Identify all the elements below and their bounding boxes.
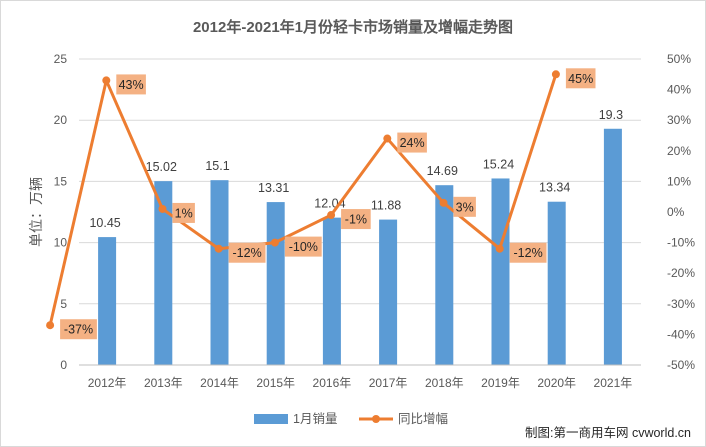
y2-tick-label: 40% xyxy=(667,83,691,97)
y-tick-label: 20 xyxy=(54,113,68,127)
growth-value-label: 3% xyxy=(456,200,474,214)
growth-label-box xyxy=(172,202,195,223)
axes: 0 5 10 15 20 25 -50% -40% -30% -20% -10% 0% 10% 20% 30… xyxy=(54,52,696,390)
y-tick-label: 25 xyxy=(54,52,68,66)
bar-value-label: 13.34 xyxy=(539,181,570,195)
x-tick-label: 2018年 xyxy=(425,376,464,390)
y2-tick-label: 20% xyxy=(667,144,691,158)
y2-tick-label: 0% xyxy=(667,205,685,219)
growth-point xyxy=(214,244,223,253)
bar xyxy=(266,202,285,365)
y-tick-label: 15 xyxy=(54,174,68,188)
growth-label-box xyxy=(565,68,596,89)
x-tick-label: 2017年 xyxy=(369,376,408,390)
x-tick-label: 2015年 xyxy=(256,376,295,390)
bar xyxy=(210,180,229,365)
bar xyxy=(322,217,341,365)
growth-value-label: -12% xyxy=(514,246,543,260)
bar xyxy=(435,185,454,365)
y-tick-label: 0 xyxy=(60,358,67,372)
growth-value-label: -1% xyxy=(345,213,367,227)
bar xyxy=(547,201,566,365)
bar-value-label: 14.69 xyxy=(427,164,458,178)
growth-value-label: 43% xyxy=(119,78,144,92)
growth-label-box xyxy=(397,132,427,153)
x-tick-label: 2013年 xyxy=(144,376,183,390)
growth-value-label: -37% xyxy=(64,323,93,337)
bar-value-label: 15.24 xyxy=(483,157,514,171)
growth-value-label: 24% xyxy=(400,136,425,150)
growth-value-label: 45% xyxy=(568,72,593,86)
bar xyxy=(98,237,117,365)
y2-tick-label: -10% xyxy=(667,236,695,250)
bar-value-label: 10.45 xyxy=(89,216,120,230)
growth-label-box xyxy=(116,74,146,95)
growth-label-box xyxy=(341,209,371,230)
growth-label-box xyxy=(453,196,476,217)
growth-label-box xyxy=(60,319,97,340)
growth-data-labels: -37% 43% 1% -12% -10% -1% 24% 3% -12% 45% xyxy=(60,68,596,340)
x-tick-label: 2016年 xyxy=(313,376,352,390)
legend-swatch-bars xyxy=(254,414,288,424)
x-tick-label: 2014年 xyxy=(200,376,239,390)
bar xyxy=(603,128,622,365)
bar xyxy=(379,219,398,365)
growth-value-label: -12% xyxy=(233,246,262,260)
growth-line xyxy=(48,73,558,326)
y-tick-label: 10 xyxy=(54,236,68,250)
legend: 1月销量 同比增幅 xyxy=(254,411,448,426)
x-tick-label: 2019年 xyxy=(481,376,520,390)
growth-point xyxy=(383,134,392,143)
growth-point xyxy=(551,70,560,79)
legend-label-line: 同比增幅 xyxy=(398,411,448,426)
y2-tick-label: 50% xyxy=(667,52,691,66)
growth-value-label: 1% xyxy=(175,206,193,220)
bar xyxy=(154,181,173,365)
x-tick-label: 2020年 xyxy=(537,376,576,390)
y2-tick-label: -30% xyxy=(667,297,695,311)
legend-label-bars: 1月销量 xyxy=(293,412,337,426)
y2-tick-label: -20% xyxy=(667,266,695,280)
bar-value-label: 13.31 xyxy=(258,181,289,195)
growth-label-box xyxy=(284,236,322,257)
bar-series xyxy=(98,128,622,365)
y2-tick-label: -50% xyxy=(667,358,695,372)
y2-tick-label: 10% xyxy=(667,174,691,188)
bar-value-label: 15.1 xyxy=(205,159,229,173)
y2-tick-label: 30% xyxy=(667,113,691,127)
growth-point xyxy=(495,244,504,253)
bar-value-label: 11.88 xyxy=(371,199,401,213)
bar xyxy=(491,178,510,365)
growth-label-box xyxy=(228,242,266,263)
legend-swatch-marker xyxy=(372,415,380,423)
bar-value-label: 15.02 xyxy=(146,160,177,174)
y-axis-label: 单位：万辆 xyxy=(28,177,44,247)
y-tick-label: 5 xyxy=(60,297,67,311)
growth-line-series xyxy=(46,70,560,330)
growth-point xyxy=(327,211,336,220)
x-tick-label: 2021年 xyxy=(594,376,633,390)
bar-value-label: 19.3 xyxy=(599,108,623,122)
growth-point xyxy=(102,76,111,85)
source-credit: 制图:第一商用车网 cvworld.cn xyxy=(525,425,691,440)
growth-value-label: -10% xyxy=(289,240,318,254)
chart-title: 2012年-2021年1月份轻卡市场销量及增幅走势图 xyxy=(193,18,513,36)
growth-point xyxy=(270,238,279,247)
growth-label-box xyxy=(509,242,547,263)
x-tick-label: 2012年 xyxy=(88,376,127,390)
growth-point xyxy=(158,204,167,213)
y2-tick-label: -40% xyxy=(667,327,695,341)
growth-point xyxy=(46,321,55,330)
growth-point xyxy=(439,198,448,207)
